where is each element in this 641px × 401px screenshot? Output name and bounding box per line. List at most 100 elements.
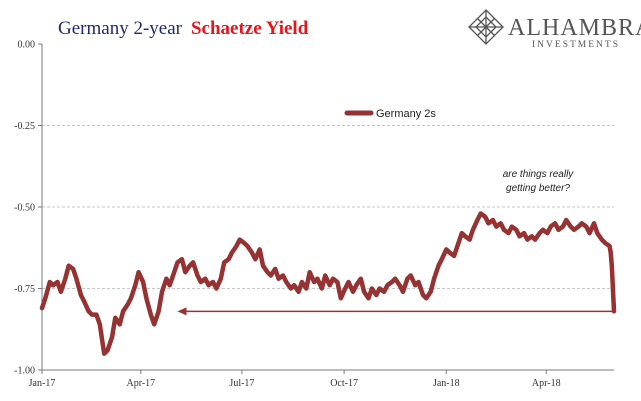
data-point: [274, 267, 277, 271]
data-point: [51, 284, 55, 287]
data-point: [95, 313, 98, 316]
diamond-lattice-icon: [468, 9, 504, 45]
data-point: [577, 225, 580, 228]
data-point: [219, 277, 222, 280]
data-point: [223, 261, 226, 264]
y-tick-label: -0.75: [14, 284, 35, 295]
data-point: [417, 280, 420, 284]
x-tick-labels: Jan-17 Apr-17 Jul-17 Oct-17 Jan-18 Apr-18: [29, 378, 561, 389]
data-point: [445, 248, 448, 251]
data-point: [118, 323, 121, 326]
data-point: [437, 264, 440, 267]
data-point: [83, 300, 86, 303]
data-point: [359, 277, 362, 280]
data-point: [106, 349, 109, 352]
data-point: [526, 238, 529, 241]
reference-arrow-layer: [177, 307, 613, 316]
alhambra-logo: ALHAMBRA INVESTMENTS: [468, 9, 641, 50]
data-point: [382, 290, 386, 293]
data-point: [67, 264, 70, 267]
data-point: [569, 225, 572, 228]
data-point: [324, 274, 327, 277]
data-point: [292, 284, 296, 287]
data-point: [300, 280, 304, 284]
data-point: [328, 284, 331, 287]
data-point: [549, 225, 552, 228]
data-point: [266, 271, 269, 274]
y-tick-label: 0.00: [18, 40, 36, 51]
data-point: [40, 306, 44, 310]
y-tick-label: -1.00: [14, 366, 35, 377]
data-point: [502, 228, 506, 231]
chart-title: Germany 2-year Schaetze Yield: [58, 18, 309, 39]
data-point: [250, 251, 254, 254]
data-point: [168, 284, 171, 287]
data-point: [460, 231, 463, 235]
data-point: [277, 277, 280, 280]
data-point: [79, 293, 83, 297]
data-point: [110, 336, 114, 339]
annotation-line1: are things really: [503, 169, 575, 180]
data-point: [518, 235, 521, 238]
logo-subtitle: INVESTMENTS: [532, 40, 620, 50]
data-point: [48, 280, 51, 284]
y-tick-label: -0.50: [14, 203, 35, 214]
data-point: [495, 225, 498, 228]
data-point: [87, 310, 90, 313]
data-point: [378, 287, 381, 290]
data-point: [44, 297, 47, 300]
data-point: [414, 284, 417, 287]
data-point: [565, 218, 568, 222]
legend: Germany 2s: [344, 108, 436, 120]
y-tick-labels: 0.00 -0.25 -0.50 -0.75 -1.00: [14, 40, 35, 377]
data-point: [401, 290, 405, 293]
data-point: [134, 284, 137, 287]
data-point: [121, 310, 125, 313]
data-point: [145, 297, 148, 300]
data-point: [600, 238, 603, 241]
data-point: [297, 290, 300, 293]
data-point: [215, 287, 218, 290]
x-tick-label: Jul-17: [229, 378, 254, 389]
data-point: [289, 287, 292, 290]
data-point: [103, 352, 106, 355]
data-point: [608, 244, 611, 248]
data-point: [367, 297, 370, 300]
data-point: [165, 277, 168, 280]
y-tick-label: -0.25: [14, 121, 35, 132]
data-point: [448, 251, 451, 254]
data-point: [507, 231, 510, 235]
data-point: [456, 244, 459, 248]
data-point: [230, 251, 234, 254]
data-point: [269, 274, 272, 277]
data-point: [227, 258, 230, 261]
data-point: [464, 235, 467, 238]
series-layer: [39, 211, 617, 356]
data-point: [440, 258, 443, 261]
data-point: [429, 290, 432, 293]
data-point: [510, 225, 513, 228]
data-point: [588, 231, 591, 235]
data-point: [603, 241, 607, 245]
data-point: [585, 225, 588, 228]
data-point: [153, 323, 156, 326]
data-point: [98, 323, 102, 326]
data-point: [609, 251, 612, 254]
data-point: [64, 277, 67, 280]
x-tick-label: Jan-18: [433, 378, 460, 389]
data-point: [592, 222, 596, 225]
axes: [38, 43, 614, 374]
data-point: [344, 287, 347, 290]
data-point: [557, 228, 560, 231]
data-point: [59, 290, 63, 293]
data-point: [126, 303, 129, 306]
data-point: [56, 280, 59, 284]
chart-title-part1: Germany 2-year: [58, 18, 183, 39]
data-point: [612, 310, 616, 313]
data-point: [204, 277, 207, 280]
data-point: [339, 297, 342, 300]
data-point: [235, 244, 238, 248]
data-point: [308, 271, 311, 274]
data-point: [320, 287, 324, 290]
data-point: [305, 287, 308, 290]
